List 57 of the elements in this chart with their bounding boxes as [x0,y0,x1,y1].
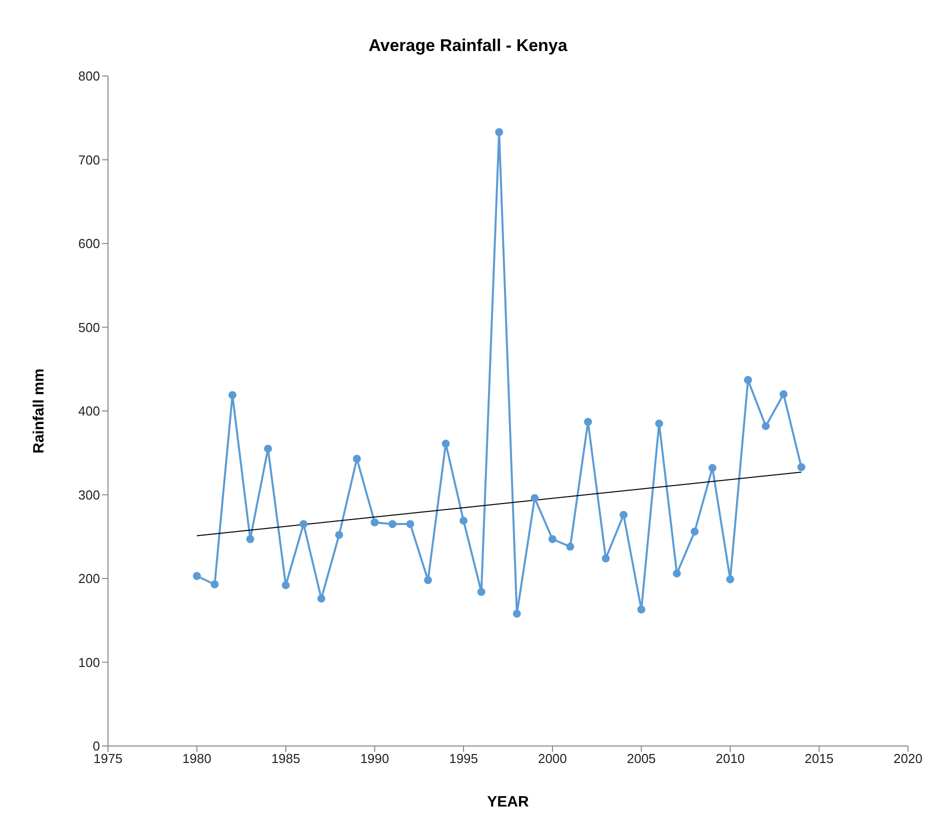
y-tick-label: 100 [78,654,100,670]
point [762,422,770,430]
point [424,576,432,584]
y-tick-label: 0 [92,738,100,754]
point [744,376,752,384]
point [512,610,521,618]
y-tick-label: 200 [78,571,100,586]
point [584,418,592,426]
x-tick-label: 2010 [716,751,745,766]
y-axis-title: Rainfall mm [30,368,48,454]
point [655,420,664,428]
x-axis-title: YEAR [487,794,529,811]
x-tick-label: 1995 [449,751,478,766]
x-tick-label: 2005 [626,751,656,766]
point [317,594,326,603]
y-tick-label: 800 [78,68,100,84]
point [388,520,396,528]
x-tick-label: 1980 [182,751,212,766]
point [192,572,201,580]
point [566,542,574,551]
x-tick-label: 1985 [271,751,300,766]
y-tick-label: 600 [78,236,100,252]
point [352,454,361,463]
point [620,510,628,519]
point [672,569,681,578]
point [228,391,236,400]
point [370,518,379,526]
point [406,520,414,528]
point [335,530,344,539]
x-tick-label: 1990 [360,751,390,766]
point [210,580,219,588]
y-tick-label: 700 [78,152,100,168]
point [708,464,716,472]
point [780,390,788,398]
y-tick-label: 400 [78,404,100,419]
x-tick-label: 2020 [894,751,922,766]
point [726,575,734,584]
point [690,528,699,536]
point [264,444,272,453]
x-tick-label: 2015 [804,751,834,766]
point [797,463,806,472]
point [460,516,468,525]
point [477,588,486,596]
point [246,535,254,544]
point [530,494,539,502]
y-tick-label: 300 [78,487,100,502]
point [637,605,646,614]
y-tick-label: 500 [78,320,100,335]
point [442,440,450,448]
point [282,581,290,590]
point [495,128,504,136]
chart-title: Average Rainfall - Kenya [368,35,568,57]
x-tick-label: 1975 [94,751,122,766]
point [300,520,308,528]
point [602,554,610,562]
point [548,535,556,544]
x-tick-label: 2000 [538,751,567,766]
